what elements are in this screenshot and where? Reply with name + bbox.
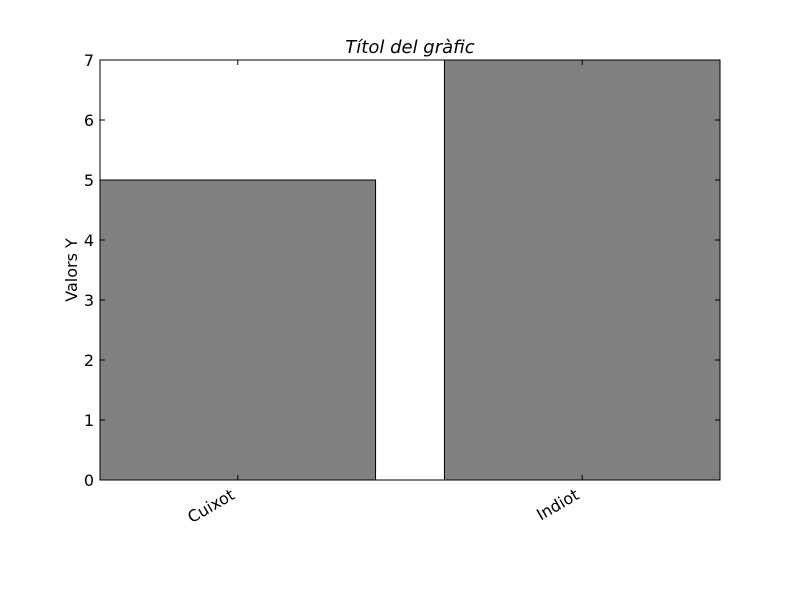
bar-indiot — [443, 59, 721, 481]
y-tick-label: 4 — [84, 231, 94, 250]
y-tick-label: 2 — [84, 351, 94, 370]
y-tick-label: 1 — [84, 411, 94, 430]
chart-title: Títol del gràfic — [345, 37, 474, 58]
bar-cuixot — [99, 179, 377, 481]
y-tick-label: 0 — [84, 471, 94, 490]
x-tick-label-cuixot: Cuixot — [184, 485, 237, 527]
y-tick-label: 5 — [84, 171, 94, 190]
y-axis-label: Valors Y — [62, 238, 81, 302]
bars-layer — [99, 59, 721, 481]
y-tick-label: 3 — [84, 291, 94, 310]
y-tick-label: 6 — [84, 111, 94, 130]
x-tick-label-indiot: Indiot — [533, 485, 582, 524]
y-tick-label: 7 — [84, 51, 94, 70]
plot-frame — [99, 59, 721, 481]
